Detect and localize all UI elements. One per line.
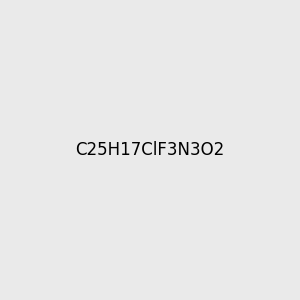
Text: C25H17ClF3N3O2: C25H17ClF3N3O2 (75, 141, 225, 159)
